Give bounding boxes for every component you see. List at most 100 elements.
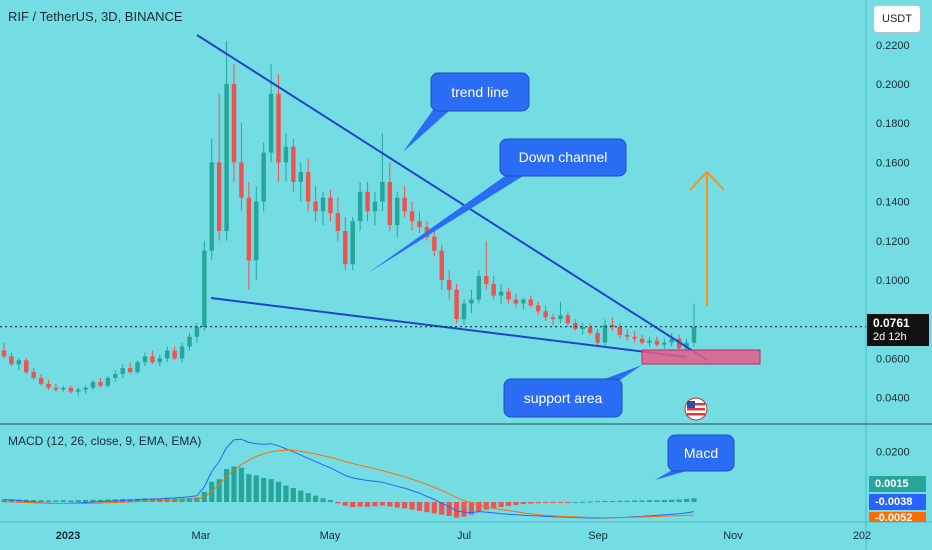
candle	[484, 240, 489, 290]
time-tick-label: Sep	[588, 530, 608, 542]
us-flag-icon	[684, 397, 708, 421]
macd-histogram-bar	[409, 502, 415, 510]
macd-histogram-bar	[335, 502, 341, 504]
macd-histogram-bar	[439, 502, 445, 515]
macd-histogram-bar	[602, 500, 608, 502]
price-tick-label: 0.2200	[876, 40, 910, 52]
macd-histogram-bar	[513, 502, 519, 506]
candle	[254, 185, 259, 280]
macd-histogram-bar	[379, 502, 385, 506]
macd-histogram-bar	[691, 498, 697, 502]
macd-signal-tag: -0.0052	[869, 512, 926, 522]
callout-down-channel: Down channel	[368, 138, 627, 273]
candle	[417, 211, 422, 233]
candle	[31, 368, 36, 380]
bar-countdown: 2d 12h	[873, 331, 907, 343]
price-tick-label: 0.0600	[876, 353, 910, 365]
price-tick-label: 0.0400	[876, 393, 910, 405]
macd-histogram-bar	[572, 502, 578, 503]
macd-histogram-bar	[268, 479, 274, 502]
macd-histogram-bar	[565, 502, 571, 503]
candle	[402, 185, 407, 218]
macd-histogram-bar	[186, 497, 193, 502]
macd-histogram-bar	[587, 501, 593, 503]
candle	[61, 385, 66, 392]
candle	[328, 189, 333, 222]
candle	[127, 362, 133, 375]
candle	[357, 181, 363, 231]
macd-histogram-bar	[431, 502, 437, 514]
price-axis: 0.2200 0.2000 0.1800 0.1600 0.1400 0.1200 0.10…	[876, 40, 910, 405]
macd-histogram-bar	[1, 499, 7, 502]
candle	[506, 287, 511, 304]
macd-histogram-bar	[68, 500, 74, 502]
candle	[90, 379, 96, 390]
candle	[343, 217, 348, 271]
macd-histogram-bar	[75, 500, 81, 502]
macd-histogram-bar	[60, 500, 66, 502]
macd-tick-label: 0.0200	[876, 446, 910, 458]
macd-histogram-bar	[594, 501, 601, 503]
macd-histogram-bar	[320, 498, 326, 502]
price-tick-label: 0.1400	[876, 197, 910, 209]
macd-histogram-bar	[8, 499, 15, 502]
callout-support-area: support area	[503, 365, 642, 418]
macd-histogram-bar	[231, 466, 237, 502]
candle	[283, 132, 289, 182]
channel-bottom-line	[210, 297, 687, 358]
candle	[224, 40, 229, 241]
candle	[261, 142, 266, 212]
up-arrow	[689, 170, 725, 306]
candle	[469, 289, 474, 314]
candle	[654, 336, 660, 347]
candle	[521, 297, 526, 310]
candle	[350, 217, 355, 271]
candle	[216, 93, 222, 241]
macd-histogram-bar	[580, 501, 586, 503]
candle	[639, 334, 645, 345]
candle	[647, 336, 652, 347]
candle	[365, 181, 370, 222]
macd-histogram-bar	[557, 502, 564, 503]
candle	[16, 358, 22, 371]
candle	[165, 346, 170, 363]
current-price-tag: 0.0761 2d 12h	[867, 314, 929, 346]
candle	[491, 276, 496, 300]
macd-histogram-bar	[424, 502, 430, 513]
macd-histogram-bar	[253, 475, 259, 502]
macd-histogram-bar	[387, 502, 393, 507]
candle	[231, 64, 237, 182]
macd-histogram-bar	[416, 502, 423, 511]
candle	[432, 230, 437, 257]
macd-histogram-bar	[149, 498, 155, 502]
candle	[543, 305, 548, 322]
candle	[194, 323, 200, 343]
macd-histogram-bar	[483, 502, 489, 510]
macd-histogram-bar	[313, 495, 319, 502]
macd-histogram-bar	[31, 499, 37, 502]
candles	[1, 40, 697, 396]
macd-histogram-bar	[520, 502, 526, 505]
candle	[476, 270, 482, 304]
time-tick-label: 202	[853, 530, 871, 542]
candle	[513, 293, 519, 308]
macd-histogram-bar	[179, 498, 185, 502]
candle	[498, 283, 504, 304]
price-tick-label: 0.2000	[876, 79, 910, 91]
callout-macd: Macd	[655, 434, 735, 480]
macd-histogram-bar	[646, 500, 653, 502]
currency-button[interactable]: USDT	[873, 5, 921, 33]
candle	[120, 364, 125, 378]
candle	[53, 383, 59, 392]
macd-histogram-tag: 0.0015	[869, 476, 926, 492]
candle	[268, 64, 274, 163]
candle	[187, 332, 192, 351]
macd-histogram-bar	[298, 490, 304, 502]
macd-histogram-bar	[661, 499, 667, 502]
candle	[669, 332, 674, 347]
candle	[610, 317, 615, 331]
candle	[573, 319, 578, 331]
candle	[409, 201, 415, 231]
time-tick-label: Mar	[192, 530, 211, 542]
macd-histogram-bar	[654, 500, 660, 502]
